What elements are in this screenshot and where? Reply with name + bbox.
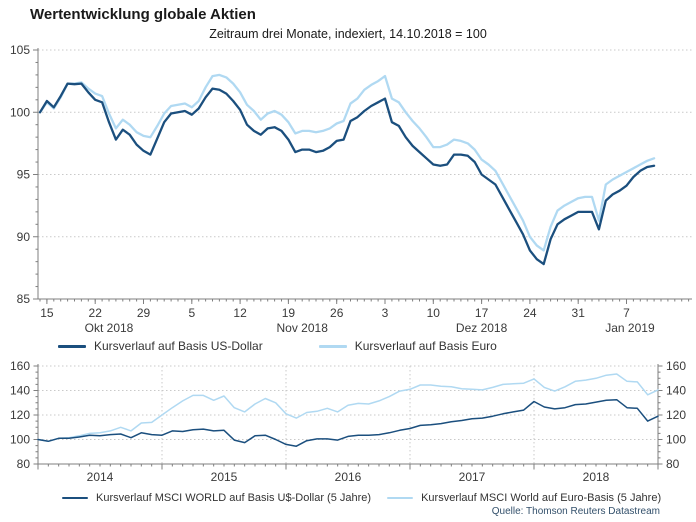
svg-text:120: 120: [666, 408, 686, 422]
svg-text:80: 80: [17, 457, 31, 471]
svg-text:19: 19: [282, 306, 296, 320]
svg-text:120: 120: [10, 408, 30, 422]
top-chart-canvas: 85 90 95 100 105 15 22 29 5 12 19 26 3 10 17 24 31 7 Okt 2…: [10, 44, 692, 335]
bottom-chart-legend: Kursverlauf MSCI WORLD auf Basis U$-Doll…: [62, 492, 661, 504]
svg-text:90: 90: [17, 230, 31, 244]
legend-item-msci-euro: Kursverlauf MSCI World auf Euro-Basis (5…: [387, 492, 661, 504]
source-credit: Quelle: Thomson Reuters Datastream: [491, 506, 660, 517]
svg-text:2018: 2018: [583, 470, 610, 484]
svg-text:160: 160: [666, 360, 686, 373]
legend-euro-label: Kursverlauf auf Basis Euro: [354, 339, 497, 353]
svg-text:100: 100: [10, 433, 30, 447]
svg-text:160: 160: [10, 360, 30, 373]
msci-euro-line-swatch-icon: [387, 497, 414, 499]
svg-text:26: 26: [330, 306, 344, 320]
svg-text:140: 140: [666, 384, 686, 398]
svg-text:29: 29: [137, 306, 151, 320]
svg-text:3: 3: [382, 306, 389, 320]
svg-text:105: 105: [10, 44, 30, 57]
svg-text:10: 10: [427, 306, 441, 320]
svg-text:7: 7: [623, 306, 630, 320]
svg-text:Nov 2018: Nov 2018: [277, 321, 329, 335]
msci-usd-line-swatch-icon: [62, 497, 88, 499]
svg-text:140: 140: [10, 384, 30, 398]
svg-text:85: 85: [17, 292, 31, 306]
legend-item-euro: Kursverlauf auf Basis Euro: [318, 339, 497, 353]
svg-text:2017: 2017: [459, 470, 486, 484]
euro-line-swatch-icon: [318, 344, 347, 348]
page-title: Wertentwicklung globale Aktien: [30, 6, 256, 23]
svg-text:Okt 2018: Okt 2018: [85, 321, 134, 335]
svg-text:95: 95: [17, 168, 31, 182]
bottom-chart-canvas: 80 80 100 100 120 120 140 140 160 160 2014 2015 2016…: [10, 360, 686, 484]
usd-line-swatch-icon: [58, 344, 86, 348]
svg-text:24: 24: [523, 306, 537, 320]
svg-text:Dez 2018: Dez 2018: [456, 321, 508, 335]
svg-text:100: 100: [10, 105, 30, 119]
chart-subtitle: Zeitraum drei Monate, indexiert, 14.10.2…: [209, 27, 487, 41]
legend-msci-usd-label: Kursverlauf MSCI WORLD auf Basis U$-Doll…: [96, 492, 372, 504]
top-chart-legend: Kursverlauf auf Basis US-Dollar Kursverl…: [58, 339, 497, 353]
svg-text:31: 31: [572, 306, 586, 320]
svg-text:2014: 2014: [87, 470, 114, 484]
legend-msci-euro-label: Kursverlauf MSCI World auf Euro-Basis (5…: [421, 492, 662, 504]
svg-text:2015: 2015: [211, 470, 238, 484]
svg-text:22: 22: [89, 306, 103, 320]
svg-text:12: 12: [233, 306, 247, 320]
legend-item-usd: Kursverlauf auf Basis US-Dollar: [58, 339, 263, 353]
svg-text:15: 15: [40, 306, 54, 320]
legend-usd-label: Kursverlauf auf Basis US-Dollar: [94, 339, 263, 353]
svg-text:80: 80: [666, 457, 680, 471]
svg-text:100: 100: [666, 433, 686, 447]
svg-text:17: 17: [475, 306, 489, 320]
legend-item-msci-usd: Kursverlauf MSCI WORLD auf Basis U$-Doll…: [62, 492, 371, 504]
svg-text:5: 5: [188, 306, 195, 320]
svg-text:2016: 2016: [335, 470, 362, 484]
svg-text:Jan 2019: Jan 2019: [605, 321, 655, 335]
